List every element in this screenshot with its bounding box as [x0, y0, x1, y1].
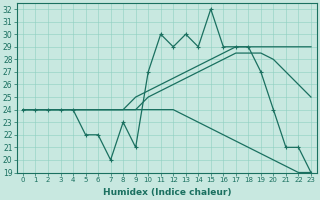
X-axis label: Humidex (Indice chaleur): Humidex (Indice chaleur): [103, 188, 231, 197]
